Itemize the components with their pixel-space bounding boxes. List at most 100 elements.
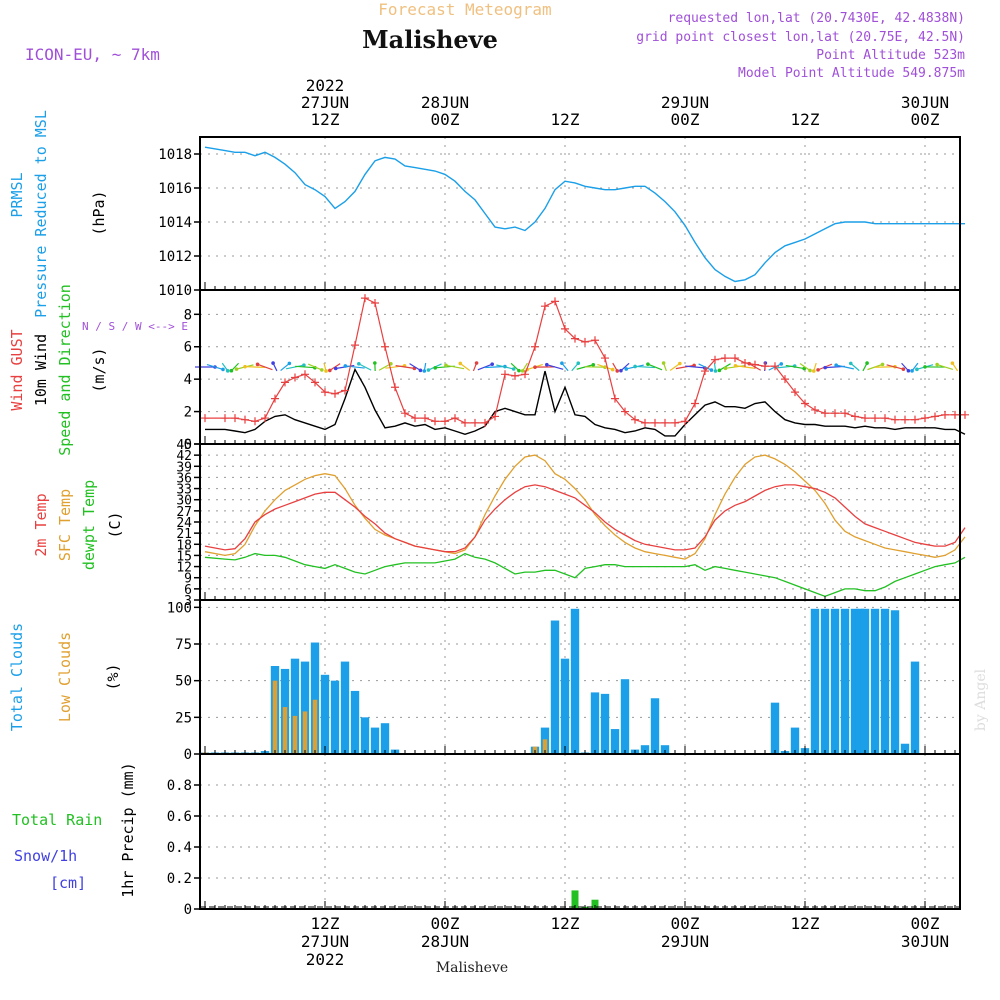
wind-direction-arrow xyxy=(409,363,421,371)
watermark: by Angel xyxy=(973,668,989,731)
ytick-label-temperature: 36 xyxy=(176,471,192,486)
bottom-time-label: 00Z xyxy=(671,914,700,933)
gust-marker xyxy=(881,414,889,423)
gust-marker xyxy=(761,362,769,371)
gust-marker xyxy=(861,414,869,423)
low-cloud-bar xyxy=(542,739,548,754)
total-cloud-bar xyxy=(890,610,900,754)
wind-direction-arrow xyxy=(698,363,712,371)
total-cloud-bar xyxy=(910,661,920,754)
total-cloud-bar xyxy=(640,745,650,754)
bottom-time-label: 00Z xyxy=(431,914,460,933)
wind-direction-arrow xyxy=(245,366,265,368)
gust-marker xyxy=(551,297,559,306)
wind-direction-arrow xyxy=(307,363,323,371)
ytick-label-temperature: 9 xyxy=(184,572,192,587)
ytick-label-pressure: 1016 xyxy=(158,181,192,197)
wind-arrow-head xyxy=(834,363,838,367)
gust-marker xyxy=(771,362,779,371)
bottom-time-label: 12Z xyxy=(791,914,820,933)
precip-legend-rain: Total Rain xyxy=(12,811,102,829)
bottom-time-label: 27JUN xyxy=(301,932,349,951)
total-cloud-bar xyxy=(570,608,580,754)
gust-marker xyxy=(371,298,379,307)
total-cloud-bar xyxy=(830,608,840,754)
ytick-label-clouds: 75 xyxy=(175,637,192,653)
gust-marker xyxy=(291,373,299,382)
wind-arrow-head xyxy=(287,361,292,366)
ytick-label-temperature: 6 xyxy=(184,583,192,598)
wind-direction-arrow xyxy=(257,363,273,371)
wind-direction-arrow xyxy=(546,364,564,370)
total-cloud-bar xyxy=(310,642,320,754)
ytick-label-wind: 8 xyxy=(184,307,192,323)
gust-marker xyxy=(621,407,629,416)
chart-marks xyxy=(195,146,969,910)
bottom-time-label: 30JUN xyxy=(901,932,949,951)
wind-arrow-head xyxy=(343,364,348,368)
wind-direction-arrow xyxy=(685,365,705,369)
wind-direction-arrow xyxy=(735,365,755,369)
wind-arrow-head xyxy=(779,362,784,366)
total-cloud-bar xyxy=(290,658,300,754)
model-altitude: Model Point Altitude 549.875m xyxy=(738,66,965,81)
wind-arrow-head xyxy=(646,362,650,366)
wind-direction-arrow xyxy=(358,363,372,371)
total-cloud-bar xyxy=(610,729,620,754)
gust-marker xyxy=(741,358,749,367)
wind-ylabel-gust: Wind GUST xyxy=(8,329,26,410)
wind-arrow-head xyxy=(433,366,438,370)
wind-arrow-head xyxy=(422,369,427,373)
gust-marker xyxy=(581,337,589,346)
wind-arrow-head xyxy=(373,361,377,365)
gust-marker xyxy=(401,409,409,418)
wind-direction-arrow xyxy=(459,362,471,372)
total-cloud-bar xyxy=(350,690,360,754)
total-cloud-bar xyxy=(300,661,310,754)
wind-direction-arrow xyxy=(620,362,630,372)
low-cloud-bar xyxy=(282,707,288,754)
total-cloud-bar xyxy=(620,679,630,754)
ytick-label-clouds: 50 xyxy=(175,674,192,690)
gust-marker xyxy=(681,417,689,426)
ytick-label-temperature: 21 xyxy=(176,527,192,542)
wind-arrow-head xyxy=(511,367,516,371)
wind-arrow-head xyxy=(545,362,549,367)
gust-marker xyxy=(801,399,809,408)
gust-marker xyxy=(841,409,849,418)
pressure-ylabel-2: Pressure Reduced to MSL xyxy=(32,110,50,318)
top-time-label: 12Z xyxy=(311,110,340,129)
gust-marker xyxy=(471,418,479,427)
ytick-label-wind: 6 xyxy=(184,340,192,356)
wind-arrow-head xyxy=(517,368,521,373)
gust-marker xyxy=(651,418,659,427)
cloud-ylabel-unit: (%) xyxy=(104,663,122,690)
total-cloud-bar xyxy=(870,608,880,754)
gust-marker xyxy=(361,294,369,303)
wind-arrow-head xyxy=(243,364,247,369)
wind-arrow-head xyxy=(816,368,820,372)
ytick-label-temperature: 12 xyxy=(176,561,192,576)
wind-arrow-head xyxy=(808,368,812,373)
ytick-label-clouds: 25 xyxy=(175,710,192,726)
precip-legend-snow: Snow/1h xyxy=(14,847,77,865)
dewpt-line xyxy=(204,552,966,597)
wind-direction-arrow xyxy=(647,363,663,371)
top-time-label: 29JUN xyxy=(661,93,709,112)
footer-location: Malisheve xyxy=(436,960,508,976)
gust-marker xyxy=(301,370,309,379)
gust-marker xyxy=(601,354,609,363)
top-time-label: 30JUN xyxy=(901,93,949,112)
wind-arrow-head xyxy=(271,361,275,365)
gust-marker xyxy=(961,410,969,419)
ytick-label-pressure: 1012 xyxy=(158,249,192,265)
gust-marker xyxy=(411,414,419,423)
meteogram-subtitle: Forecast Meteogram xyxy=(378,0,551,19)
ytick-label-precip: 0.4 xyxy=(167,840,192,856)
bottom-time-label: 12Z xyxy=(551,914,580,933)
wind-arrow-head xyxy=(302,363,306,367)
ytick-label-temperature: 33 xyxy=(176,483,192,498)
total-cloud-bar xyxy=(360,717,370,754)
wind-direction-arrow xyxy=(635,365,655,369)
panel-frames xyxy=(199,136,961,910)
